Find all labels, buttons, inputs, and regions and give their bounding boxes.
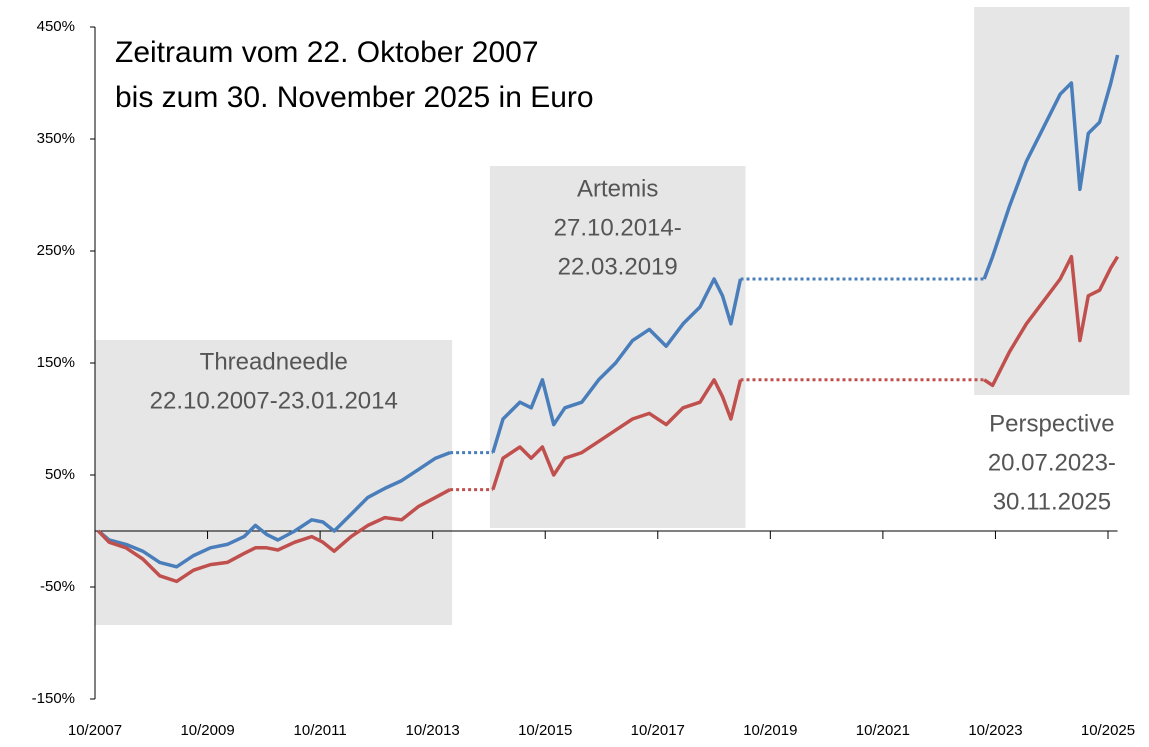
region-label: 22.03.2019 bbox=[558, 253, 678, 280]
series-line bbox=[983, 254, 1120, 388]
region-label: Perspective bbox=[989, 410, 1114, 437]
y-tick-label: 350% bbox=[37, 130, 75, 147]
y-tick-label: 450% bbox=[37, 18, 75, 35]
y-tick-label: 250% bbox=[37, 242, 75, 259]
x-tick-label: 10/2017 bbox=[631, 722, 685, 739]
x-tick-label: 10/2025 bbox=[1081, 722, 1135, 739]
x-tick-label: 10/2021 bbox=[856, 722, 910, 739]
y-tick-label: -50% bbox=[40, 578, 75, 595]
y-tick-label: 50% bbox=[45, 466, 75, 483]
regions bbox=[95, 7, 1130, 625]
region-label: 22.10.2007-23.01.2014 bbox=[150, 387, 398, 414]
series-line bbox=[97, 488, 451, 584]
region-label: 30.11.2025 bbox=[993, 488, 1111, 515]
region-box bbox=[974, 7, 1130, 395]
x-tick-label: 10/2023 bbox=[968, 722, 1022, 739]
x-tick-label: 10/2009 bbox=[180, 722, 234, 739]
chart-title: bis zum 30. November 2025 in Euro bbox=[115, 81, 594, 114]
region-box bbox=[95, 340, 453, 625]
series-line bbox=[491, 378, 743, 491]
series-line bbox=[97, 450, 451, 569]
x-tick-label: 10/2011 bbox=[294, 722, 347, 739]
series-line bbox=[491, 277, 743, 454]
x-tick-label: 10/2013 bbox=[406, 722, 460, 739]
x-tick-label: 10/2007 bbox=[68, 722, 122, 739]
region-label: 27.10.2014- bbox=[554, 214, 682, 241]
x-tick-label: 10/2019 bbox=[743, 722, 797, 739]
x-tick-label: 10/2015 bbox=[518, 722, 572, 739]
region-box bbox=[489, 166, 746, 528]
series-line bbox=[982, 54, 1120, 280]
region-label: Artemis bbox=[577, 175, 658, 202]
region-label: 20.07.2023- bbox=[988, 449, 1116, 476]
chart-title: Zeitraum vom 22. Oktober 2007 bbox=[115, 36, 539, 69]
y-tick-label: 150% bbox=[37, 354, 75, 371]
y-tick-label: -150% bbox=[32, 690, 75, 707]
region-label: Threadneedle bbox=[200, 348, 348, 375]
